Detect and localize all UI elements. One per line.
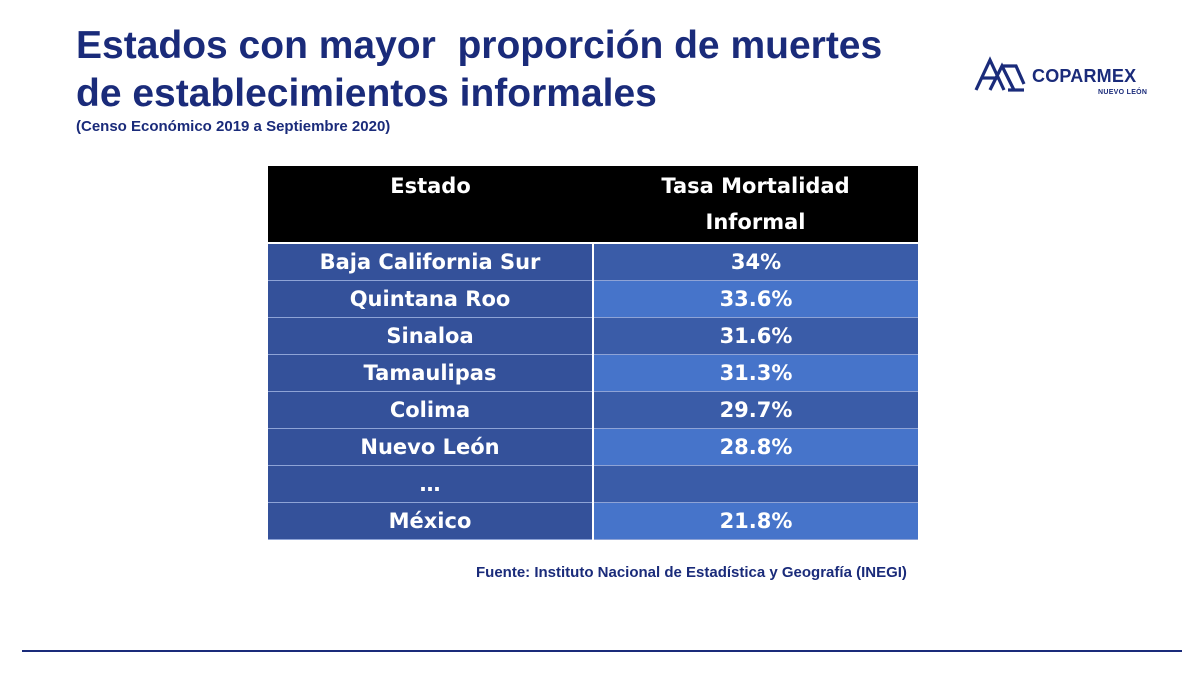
cell-estado: Sinaloa — [268, 317, 594, 355]
table-row: Colima 29.7% — [268, 391, 918, 429]
cell-estado: Quintana Roo — [268, 280, 594, 318]
cell-tasa: 28.8% — [593, 428, 918, 466]
table-row: Tamaulipas 31.3% — [268, 354, 918, 392]
coparmex-logo: COPARMEX NUEVO LEÓN — [972, 54, 1162, 104]
header-tasa-line-1: Tasa Mortalidad — [661, 174, 850, 198]
cell-tasa: 31.3% — [593, 354, 918, 392]
cell-tasa: 29.7% — [593, 391, 918, 429]
cell-estado: Tamaulipas — [268, 354, 594, 392]
cell-estado: México — [268, 502, 594, 540]
page-title: Estados con mayor proporción de muertes … — [76, 22, 956, 118]
table-row: Baja California Sur 34% — [268, 242, 918, 281]
cell-tasa: 31.6% — [593, 317, 918, 355]
header-estado: Estado — [268, 166, 593, 243]
title-line-1: Estados con mayor proporción de muertes — [76, 24, 883, 67]
header-tasa: Tasa Mortalidad Informal — [593, 166, 918, 243]
cell-tasa: 34% — [593, 242, 918, 281]
source-note: Fuente: Instituto Nacional de Estadístic… — [476, 564, 907, 581]
table-row: Sinaloa 31.6% — [268, 317, 918, 355]
cell-tasa — [593, 465, 918, 503]
cell-estado: Nuevo León — [268, 428, 594, 466]
subtitle: (Censo Económico 2019 a Septiembre 2020) — [76, 118, 391, 135]
logo-subtitle: NUEVO LEÓN — [1098, 89, 1148, 96]
coparmex-logo-icon — [974, 56, 1026, 92]
cell-tasa: 21.8% — [593, 502, 918, 540]
table-row: Nuevo León 28.8% — [268, 428, 918, 466]
logo-name: COPARMEX — [1032, 66, 1137, 86]
cell-estado: Colima — [268, 391, 594, 429]
header-tasa-line-2: Informal — [705, 210, 806, 234]
cell-estado: Baja California Sur — [268, 242, 594, 281]
cell-estado: … — [268, 465, 594, 503]
table-row: … — [268, 465, 918, 503]
table-header-row: Estado Tasa Mortalidad Informal — [268, 166, 918, 243]
table-row: México 21.8% — [268, 502, 918, 540]
mortality-table: Estado Tasa Mortalidad Informal Baja Cal… — [268, 166, 918, 540]
table-row: Quintana Roo 33.6% — [268, 280, 918, 318]
title-line-2: de establecimientos informales — [76, 72, 657, 115]
cell-tasa: 33.6% — [593, 280, 918, 318]
footer-divider — [22, 650, 1182, 652]
